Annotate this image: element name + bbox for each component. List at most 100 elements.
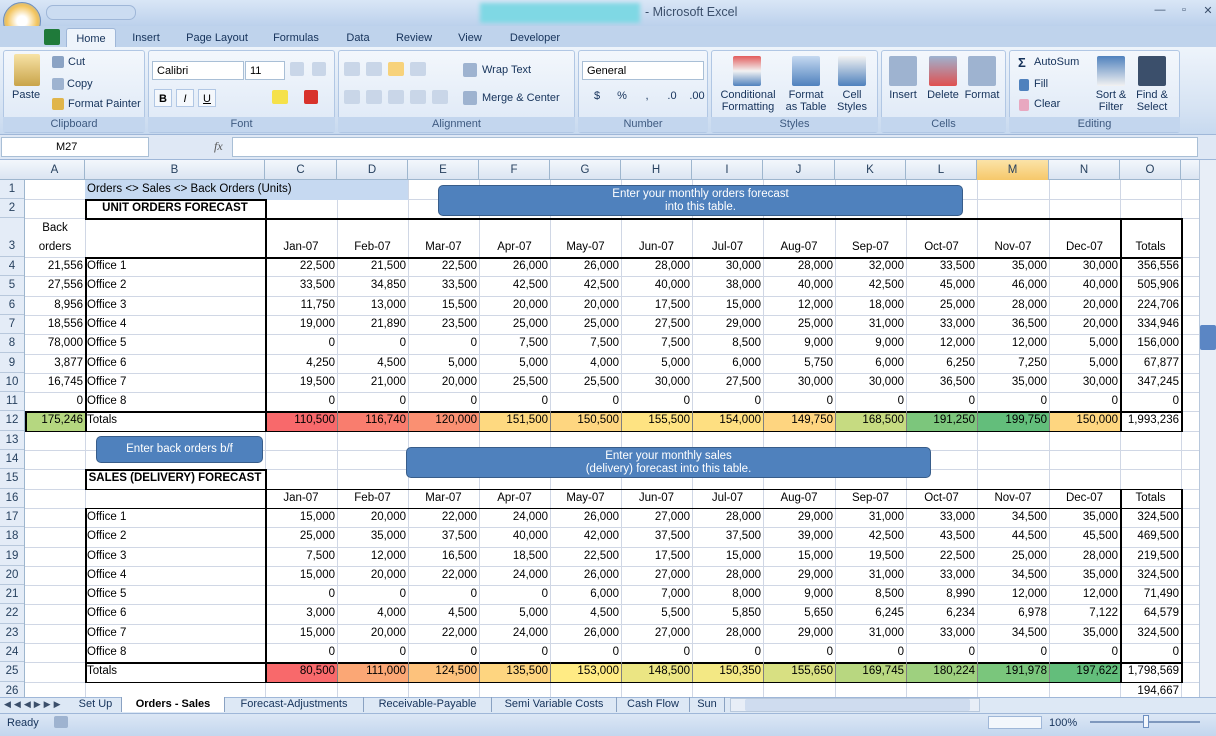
macro-icon [54, 716, 68, 728]
window-control[interactable]: ✕ [1203, 5, 1213, 17]
ribbon-tab[interactable]: Review [395, 32, 433, 44]
ribbon-button[interactable]: as Table [785, 101, 827, 113]
window-control[interactable]: ▫ [1182, 4, 1186, 16]
ribbon-button[interactable]: AutoSum [1034, 56, 1080, 68]
ribbon-button[interactable]: Format [788, 89, 824, 101]
ribbon-button[interactable]: Format Painter [68, 98, 141, 110]
ribbon-button[interactable]: Format [964, 89, 1000, 101]
number-button[interactable]: , [645, 90, 649, 102]
cell: 1,993,236 [1127, 414, 1179, 427]
tab-nav[interactable]: ◀◀◀▶▶▶ [4, 699, 64, 709]
gridline-h [25, 372, 1199, 374]
cell: 4,000 [590, 356, 619, 369]
ribbon-tab[interactable]: View [458, 32, 482, 44]
format-button[interactable]: U [198, 89, 216, 107]
cell: UNIT ORDERS FORECAST [102, 202, 248, 214]
zoom-level[interactable]: 100% [1049, 717, 1078, 729]
ribbon-button[interactable]: Merge & Center [482, 92, 560, 104]
cell-fill [337, 411, 408, 432]
icon [432, 90, 448, 104]
quick-access[interactable] [46, 5, 136, 20]
number-button[interactable]: $ [593, 90, 601, 102]
cell: 31,000 [868, 568, 904, 581]
format-button[interactable]: I [176, 89, 194, 107]
ribbon-button[interactable]: Clear [1034, 98, 1061, 110]
sheet-tab[interactable]: Receivable-Payable [364, 697, 492, 712]
ribbon-button[interactable]: Fill [1034, 78, 1049, 90]
ribbon-button[interactable]: Cell [842, 89, 862, 101]
cell: 5,000 [519, 607, 548, 620]
name-box[interactable]: M27 [1, 137, 149, 157]
view-buttons[interactable] [988, 716, 1042, 729]
cell: 168,500 [862, 414, 904, 427]
number-button[interactable]: .0 [667, 90, 677, 102]
cell: 21,000 [370, 375, 406, 388]
ribbon-button[interactable]: Copy [67, 78, 93, 90]
ribbon-tab[interactable]: Home [66, 28, 116, 48]
ribbon-button[interactable]: Cut [68, 56, 86, 68]
window-control[interactable]: — [1154, 4, 1166, 16]
ribbon-button[interactable]: Delete [927, 89, 959, 101]
sheet-tab[interactable]: Cash Flow [617, 697, 690, 712]
format-button[interactable]: B [154, 89, 172, 107]
cell: 4,000 [377, 607, 406, 620]
cell: 20,000 [1082, 298, 1118, 311]
ribbon-button[interactable]: Sort & [1095, 89, 1127, 101]
cell: 20,000 [370, 568, 406, 581]
vertical-scrollbar[interactable] [1199, 160, 1216, 697]
ribbon-button[interactable]: Paste [12, 89, 41, 101]
ribbon-tab[interactable]: Data [346, 32, 370, 44]
font-size-box[interactable]: 11 [245, 61, 285, 80]
cell: Back [42, 222, 68, 234]
ribbon-button[interactable]: Filter [1098, 101, 1124, 113]
cell: 28,000 [725, 626, 761, 639]
zoom-thumb[interactable] [1143, 715, 1149, 728]
sheet-tab[interactable]: Semi Variable Costs [492, 697, 617, 712]
cell: 0 [399, 588, 406, 601]
cell: 33,000 [939, 626, 975, 639]
cell: Office 6 [87, 356, 127, 369]
cell: Apr-07 [497, 241, 532, 253]
ribbon-button[interactable]: Conditional [720, 89, 776, 101]
sheet-tab[interactable]: Set Up [70, 697, 122, 712]
cell: 11,750 [300, 298, 335, 311]
cell: 42,500 [512, 279, 548, 292]
sheet-tab[interactable]: Orders - Sales [122, 697, 225, 712]
ribbon-button[interactable]: Insert [889, 89, 917, 101]
ribbon-button[interactable]: Select [1136, 101, 1168, 113]
cell: 0 [1040, 395, 1047, 408]
cell: 0 [470, 395, 477, 408]
cell: 71,490 [1143, 588, 1179, 601]
cell: 29,000 [797, 568, 833, 581]
ribbon-tab[interactable]: Page Layout [186, 32, 248, 44]
ribbon-tab[interactable]: Formulas [273, 32, 319, 44]
cell: 6,000 [732, 356, 761, 369]
fx-button[interactable]: fx [214, 139, 223, 153]
sheet-tab[interactable]: Forecast-Adjustments [225, 697, 364, 712]
number-button[interactable]: % [617, 90, 627, 102]
ribbon-button[interactable]: Find & [1136, 89, 1168, 101]
border [85, 257, 1181, 259]
cell: Aug-07 [780, 491, 818, 504]
formula-input[interactable] [232, 137, 1198, 157]
cell: 0 [683, 646, 690, 658]
cell: 6,000 [590, 588, 619, 601]
cell: 5,500 [661, 607, 690, 620]
ribbon-button[interactable]: Formatting [721, 101, 775, 113]
h-scroll-thumb[interactable] [745, 699, 970, 711]
number-button[interactable]: .00 [689, 90, 705, 102]
ribbon-tab[interactable]: Insert [132, 32, 160, 44]
cell: Jun-07 [638, 491, 675, 504]
ribbon-button[interactable]: Styles [837, 101, 867, 113]
cell: 30,000 [868, 375, 904, 388]
number-format-box[interactable]: General [582, 61, 704, 80]
ribbon-tab[interactable]: Developer [509, 32, 561, 44]
cell: 0 [826, 395, 833, 408]
ribbon-button[interactable]: Wrap Text [482, 64, 532, 76]
cell: 0 [1111, 646, 1118, 658]
cell: 150,500 [577, 414, 619, 427]
sheet-tab[interactable]: Sun [690, 697, 725, 712]
scroll-thumb[interactable] [1200, 325, 1216, 350]
border [1049, 662, 1050, 682]
font-box[interactable]: Calibri [152, 61, 244, 80]
